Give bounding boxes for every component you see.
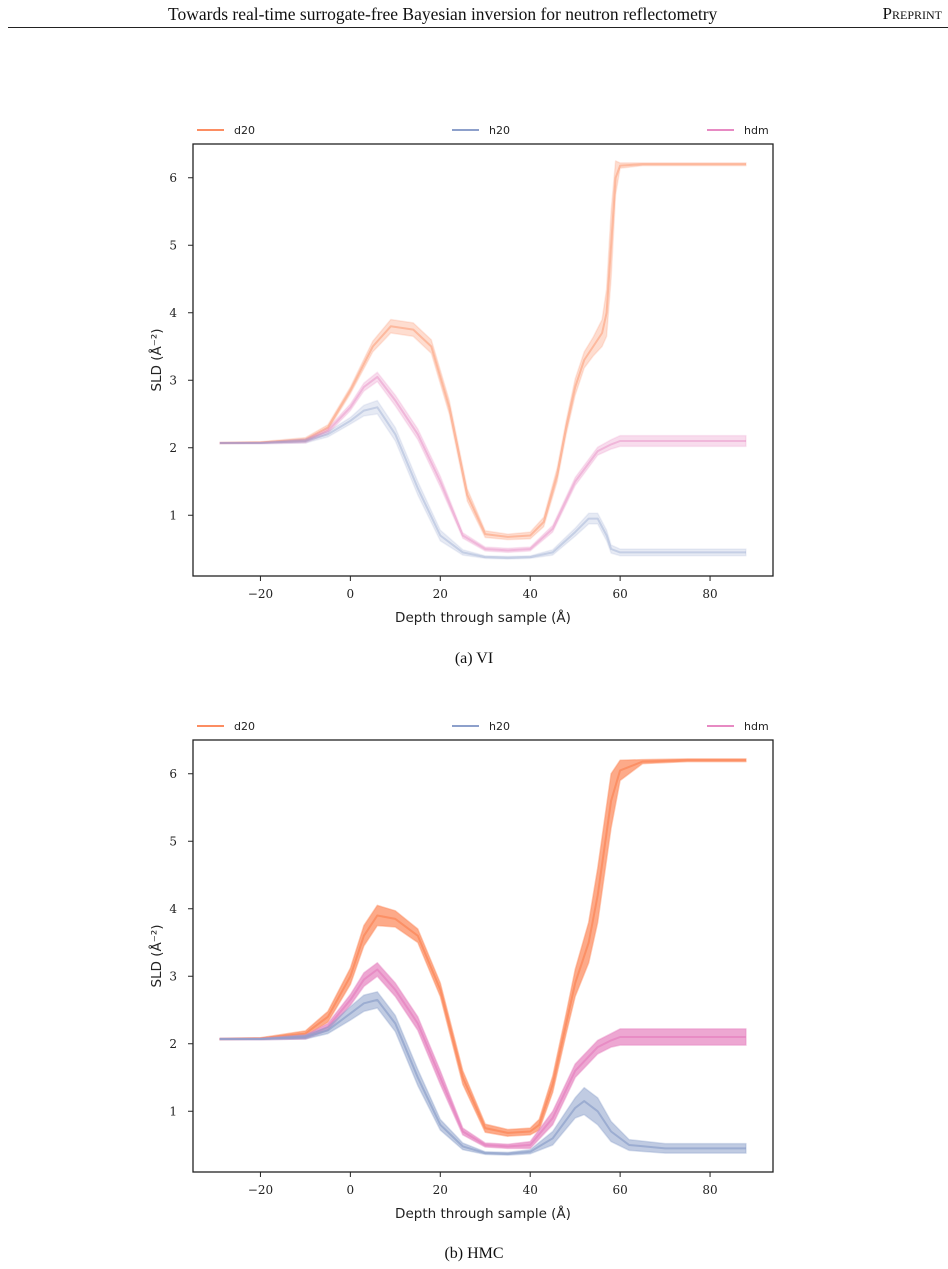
x-tick-label: 0 [347,587,355,601]
legend-label-d20: d20 [234,720,255,733]
x-tick-label: 20 [433,587,448,601]
x-tick-label: 60 [612,587,627,601]
series-band-h20 [219,399,747,560]
series-line-h20 [220,406,746,559]
series-band-h20 [219,991,747,1156]
series-line-d20 [219,163,746,538]
series-band-d20 [219,160,747,541]
y-tick-label: 3 [169,969,177,983]
series-band-hdm [219,962,747,1150]
legend-item-d20: d20 [197,720,255,733]
y-tick-label: 1 [169,1104,177,1118]
series-line-hdm [220,968,746,1148]
series-line-hdm [220,375,746,552]
y-tick-label: 4 [169,902,177,916]
series-band-hdm [219,371,747,554]
running-header: Towards real-time surrogate-free Bayesia… [8,0,948,28]
y-axis-label: SLD (Å⁻²) [148,924,165,987]
legend-item-hdm: hdm [707,720,769,733]
y-tick-label: 6 [169,171,177,185]
series-line-h20 [220,998,746,1155]
y-tick-label: 2 [169,1037,177,1051]
y-tick-label: 6 [169,767,177,781]
x-axis-label: Depth through sample (Å) [395,1205,571,1222]
plot-frame [192,739,774,1173]
x-tick-label: 40 [523,1183,538,1197]
header-title: Towards real-time surrogate-free Bayesia… [168,4,718,24]
legend-item-d20: d20 [197,124,255,137]
caption-hmc: (b) HMC [444,1245,504,1262]
legend-item-h20: h20 [452,124,510,137]
header-tag: Preprint [882,4,942,23]
figure-vi: d20 h20 hdm −20 0 20 40 60 80 1 2 3 4 5 6 Depth through… [0,115,948,645]
legend-label-d20: d20 [234,124,255,137]
legend-label-hdm: hdm [744,720,769,733]
plot-frame [192,143,774,577]
x-tick-label: 80 [702,1183,717,1197]
x-axis-label: Depth through sample (Å) [395,609,571,626]
caption-vi: (a) VI [454,650,494,667]
x-tick-label: −20 [248,1183,273,1197]
sld-chart-vi: d20 h20 hdm −20 0 20 40 60 80 1 2 3 4 5 6 Depth through… [148,124,774,626]
x-tick-label: −20 [248,587,273,601]
figure-hmc: d20 h20 hdm −20 0 20 40 60 80 1 2 3 4 5 6 Depth through… [0,711,948,1241]
x-tick-label: 20 [433,1183,448,1197]
legend-label-h20: h20 [489,124,510,137]
series-line-d20 [219,759,746,1134]
y-axis-label: SLD (Å⁻²) [148,328,165,391]
y-tick-label: 4 [169,306,177,320]
y-tick-label: 5 [169,834,177,848]
legend-label-h20: h20 [489,720,510,733]
x-tick-label: 0 [347,1183,355,1197]
x-tick-label: 80 [702,587,717,601]
legend-label-hdm: hdm [744,124,769,137]
sld-chart-hmc: d20 h20 hdm −20 0 20 40 60 80 1 2 3 4 5 6 Depth through… [148,720,774,1222]
x-tick-label: 60 [612,1183,627,1197]
series-band-d20 [219,758,747,1137]
legend-item-hdm: hdm [707,124,769,137]
y-tick-label: 5 [169,238,177,252]
legend-item-h20: h20 [452,720,510,733]
y-tick-label: 3 [169,373,177,387]
y-tick-label: 1 [169,508,177,522]
x-tick-label: 40 [523,587,538,601]
y-tick-label: 2 [169,441,177,455]
